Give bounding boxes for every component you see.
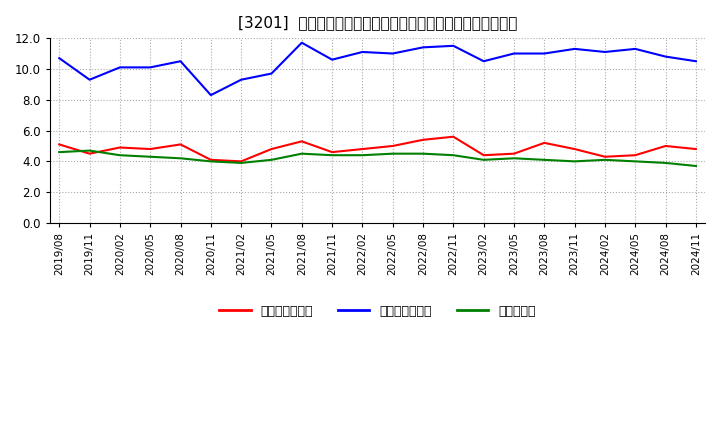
Title: [3201]  売上債権回転率、買入債務回転率、在庫回転率の推移: [3201] 売上債権回転率、買入債務回転率、在庫回転率の推移 bbox=[238, 15, 517, 30]
Legend: 売上債権回転率, 買入債務回転率, 在庫回転率: 売上債権回転率, 買入債務回転率, 在庫回転率 bbox=[215, 300, 541, 323]
